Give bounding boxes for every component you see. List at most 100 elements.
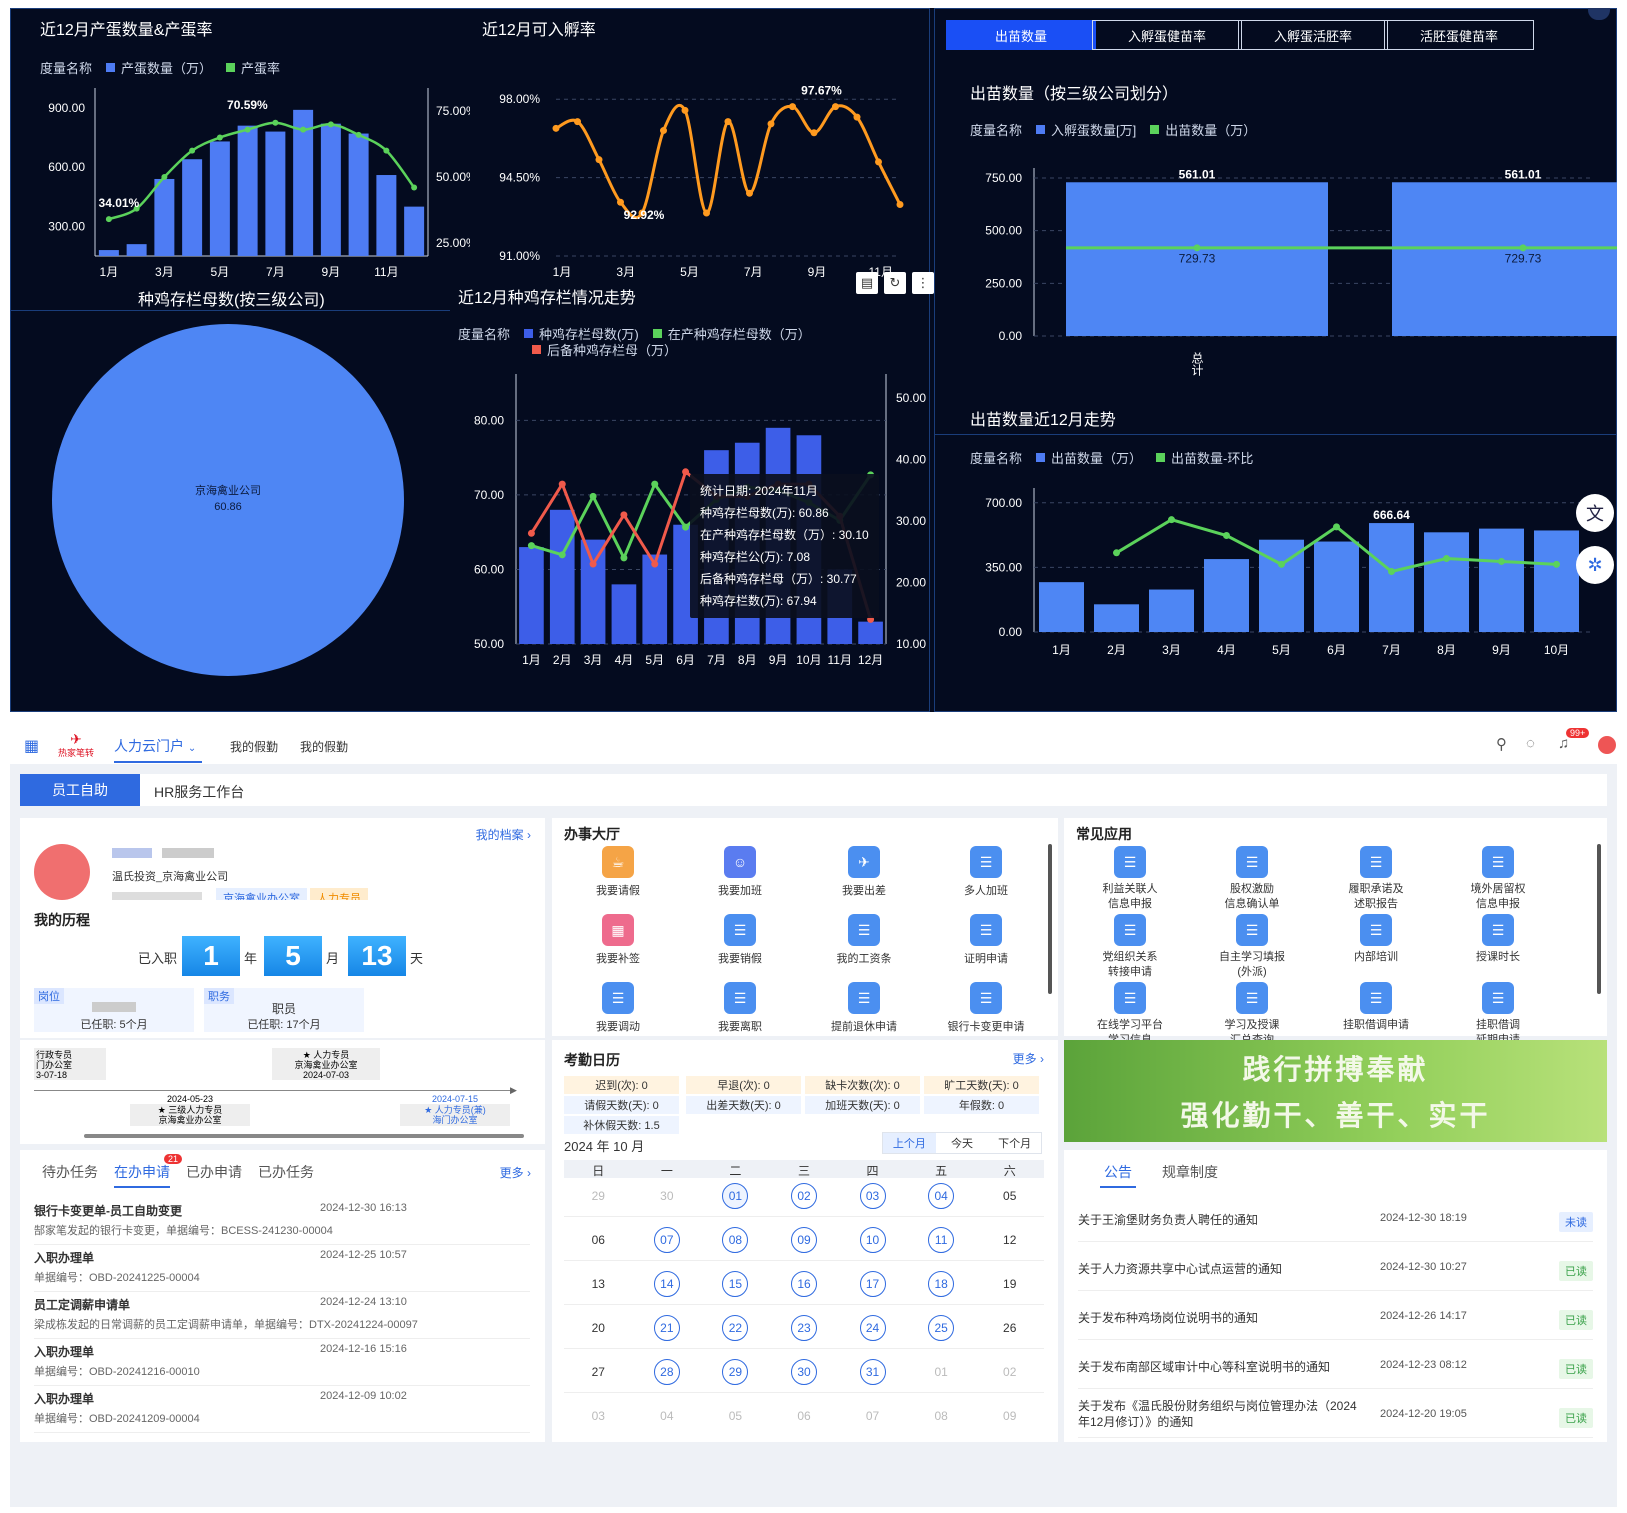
app-icon[interactable]: ☰ bbox=[724, 982, 756, 1014]
legend-item[interactable]: 种鸡存栏母数(万) bbox=[539, 327, 639, 342]
tab-in-progress[interactable]: 在办申请 bbox=[114, 1164, 170, 1180]
calendar-day[interactable]: 05 bbox=[728, 1409, 743, 1423]
task-item[interactable]: 入职办理单 2024-12-25 10:57 单据编号：OBD-20241225… bbox=[34, 1245, 530, 1292]
vertical-scrollbar[interactable] bbox=[1048, 844, 1052, 994]
legend-item[interactable]: 出苗数量-环比 bbox=[1171, 451, 1254, 466]
legend-item[interactable]: 后备种鸡存栏母（万） bbox=[547, 343, 678, 358]
nav-link-leave-2[interactable]: 我的假勤 bbox=[300, 740, 349, 754]
calendar-day[interactable]: 21 bbox=[653, 1315, 680, 1341]
calendar-day[interactable]: 27 bbox=[591, 1365, 605, 1379]
calendar-day[interactable]: 01 bbox=[934, 1365, 948, 1379]
notice-item[interactable]: 关于人力资源共享中心试点运营的通知 2024-12-30 10:27 已读 bbox=[1078, 1243, 1593, 1291]
task-item[interactable]: 银行卡变更单-员工自助变更 2024-12-30 16:13 郜家笔发起的银行卡… bbox=[34, 1198, 530, 1245]
calendar-day[interactable]: 28 bbox=[653, 1359, 680, 1385]
avatar[interactable] bbox=[1598, 736, 1616, 754]
document-icon[interactable]: ☰ bbox=[1114, 846, 1146, 878]
collapse-handle[interactable] bbox=[1588, 8, 1610, 20]
document-icon[interactable]: ☰ bbox=[1360, 846, 1392, 878]
calendar-day[interactable]: 04 bbox=[660, 1409, 674, 1423]
tab-regulations[interactable]: 规章制度 bbox=[1162, 1164, 1218, 1180]
document-icon[interactable]: ☰ bbox=[1236, 914, 1268, 946]
portal-selector[interactable]: 人力云门户 ⌄ bbox=[114, 736, 196, 756]
calendar-day[interactable]: 30 bbox=[660, 1189, 674, 1203]
my-archive-link[interactable]: 我的档案 › bbox=[475, 828, 531, 842]
app-icon[interactable]: ☰ bbox=[970, 914, 1002, 946]
calendar-day[interactable]: 06 bbox=[591, 1233, 605, 1247]
vertical-scrollbar[interactable] bbox=[1597, 844, 1601, 994]
calendar-day[interactable]: 06 bbox=[797, 1409, 811, 1423]
calendar-day[interactable]: 30 bbox=[791, 1359, 817, 1385]
tasks-more-link[interactable]: 更多 › bbox=[499, 1166, 531, 1180]
tab-seedling-count[interactable]: 出苗数量 bbox=[946, 20, 1096, 50]
calendar-day[interactable]: 12 bbox=[1003, 1233, 1017, 1247]
calendar-day[interactable]: 11 bbox=[928, 1227, 955, 1253]
refresh-icon[interactable]: ↻ bbox=[884, 272, 906, 294]
attendance-more-link[interactable]: 更多 › bbox=[1012, 1052, 1044, 1066]
tab-done[interactable]: 已办任务 bbox=[258, 1164, 314, 1180]
tab-live-embryo-rate[interactable]: 入孵蛋活胚率 bbox=[1238, 20, 1388, 50]
chat-icon[interactable]: ◌ bbox=[1526, 735, 1535, 752]
tab-announcements[interactable]: 公告 bbox=[1104, 1164, 1132, 1180]
calendar-day[interactable]: 03 bbox=[591, 1409, 605, 1423]
prev-month-button[interactable]: 上个月 bbox=[883, 1133, 936, 1153]
today-button[interactable]: 今天 bbox=[951, 1138, 973, 1150]
app-icon[interactable]: ☰ bbox=[970, 982, 1002, 1014]
timeline-node[interactable]: 2024-05-23 ★ 三级人力专员 京海禽业办公室 bbox=[130, 1094, 250, 1128]
timeline-node[interactable]: 行政专员 门办公室 3-07-18 bbox=[34, 1048, 106, 1080]
app-icon[interactable]: ▦ bbox=[602, 914, 634, 946]
calendar-day[interactable]: 02 bbox=[1003, 1365, 1017, 1379]
calendar-day[interactable]: 15 bbox=[722, 1271, 749, 1297]
notice-item[interactable]: 关于发布《温氏股份财务组织与岗位管理办法（2024年12月修订）》的通知 2024… bbox=[1078, 1390, 1593, 1438]
calendar-day[interactable]: 07 bbox=[653, 1227, 680, 1253]
horizontal-scrollbar[interactable] bbox=[84, 1134, 524, 1138]
calendar-day[interactable]: 09 bbox=[791, 1227, 817, 1253]
tab-submitted[interactable]: 已办申请 bbox=[186, 1164, 242, 1180]
legend-item[interactable]: 入孵蛋数量[万] bbox=[1051, 123, 1137, 138]
legend-item[interactable]: 在产种鸡存栏母数（万） bbox=[667, 327, 811, 342]
app-icon[interactable]: ✈ bbox=[848, 846, 880, 878]
app-icon[interactable]: ☺ bbox=[724, 846, 756, 878]
calendar-day[interactable]: 10 bbox=[859, 1227, 886, 1253]
calendar-day[interactable]: 22 bbox=[722, 1315, 749, 1341]
search-icon[interactable]: ⚲ bbox=[1496, 736, 1507, 753]
calendar-day[interactable]: 07 bbox=[865, 1409, 880, 1423]
document-icon[interactable]: ☰ bbox=[1482, 982, 1514, 1014]
app-icon[interactable]: ☰ bbox=[970, 846, 1002, 878]
notice-item[interactable]: 关于发布种鸡场岗位说明书的通知 2024-12-26 14:17 已读 bbox=[1078, 1292, 1593, 1340]
document-icon[interactable]: ☰ bbox=[1236, 982, 1268, 1014]
app-icon[interactable]: ☕ bbox=[602, 846, 634, 878]
calendar-day[interactable]: 03 bbox=[859, 1183, 886, 1209]
notice-item[interactable]: 关于王渝堡财务负责人聘任的通知 2024-12-30 18:19 未读 bbox=[1078, 1194, 1593, 1242]
calendar-day[interactable]: 19 bbox=[1003, 1277, 1017, 1291]
timeline-node[interactable]: ★ 人力专员 京海禽业办公室 2024-07-03 bbox=[272, 1048, 380, 1080]
calendar-day[interactable]: 25 bbox=[928, 1315, 955, 1341]
legend-item[interactable]: 产蛋数量（万） bbox=[121, 61, 213, 76]
calendar-day[interactable]: 20 bbox=[591, 1321, 605, 1335]
document-icon[interactable]: ☰ bbox=[1236, 846, 1268, 878]
table-view-icon[interactable]: ▤ bbox=[856, 272, 878, 294]
apps-grid-icon[interactable]: ▦ bbox=[24, 738, 40, 755]
tab-todo[interactable]: 待办任务 bbox=[42, 1164, 98, 1180]
nav-link-leave[interactable]: 我的假勤 bbox=[230, 740, 279, 754]
bell-icon[interactable]: ♫ bbox=[1558, 735, 1570, 752]
legend-item[interactable]: 出苗数量（万） bbox=[1165, 123, 1257, 138]
document-icon[interactable]: ☰ bbox=[1360, 982, 1392, 1014]
calendar-day[interactable]: 18 bbox=[928, 1271, 955, 1297]
tab-embryo-healthy-rate[interactable]: 活胚蛋健苗率 bbox=[1384, 20, 1534, 50]
timeline-node[interactable]: 2024-07-15 ★ 人力专员(兼) 海门办公室 bbox=[400, 1094, 510, 1128]
legend-item[interactable]: 出苗数量（万） bbox=[1051, 451, 1143, 466]
task-item[interactable]: 入职办理单 2024-12-16 15:16 单据编号：OBD-20241216… bbox=[34, 1339, 530, 1386]
calendar-day[interactable]: 08 bbox=[722, 1227, 749, 1253]
slogan-banner[interactable]: 践行拼搏奉献 强化勤干、善干、实干 bbox=[1064, 1040, 1607, 1142]
calendar-day[interactable]: 31 bbox=[859, 1359, 886, 1385]
app-icon[interactable]: ☰ bbox=[724, 914, 756, 946]
app-icon[interactable]: ☰ bbox=[848, 982, 880, 1014]
calendar-day[interactable]: 13 bbox=[591, 1277, 605, 1291]
tab-healthy-rate[interactable]: 入孵蛋健苗率 bbox=[1092, 20, 1242, 50]
network-icon[interactable]: ✲ bbox=[1576, 546, 1614, 584]
calendar-day[interactable]: 04 bbox=[928, 1183, 955, 1209]
calendar-day[interactable]: 05 bbox=[1003, 1189, 1017, 1203]
more-options-icon[interactable]: ⋮ bbox=[912, 272, 934, 294]
calendar-day[interactable]: 24 bbox=[859, 1315, 886, 1341]
calendar-day[interactable]: 23 bbox=[791, 1315, 817, 1341]
